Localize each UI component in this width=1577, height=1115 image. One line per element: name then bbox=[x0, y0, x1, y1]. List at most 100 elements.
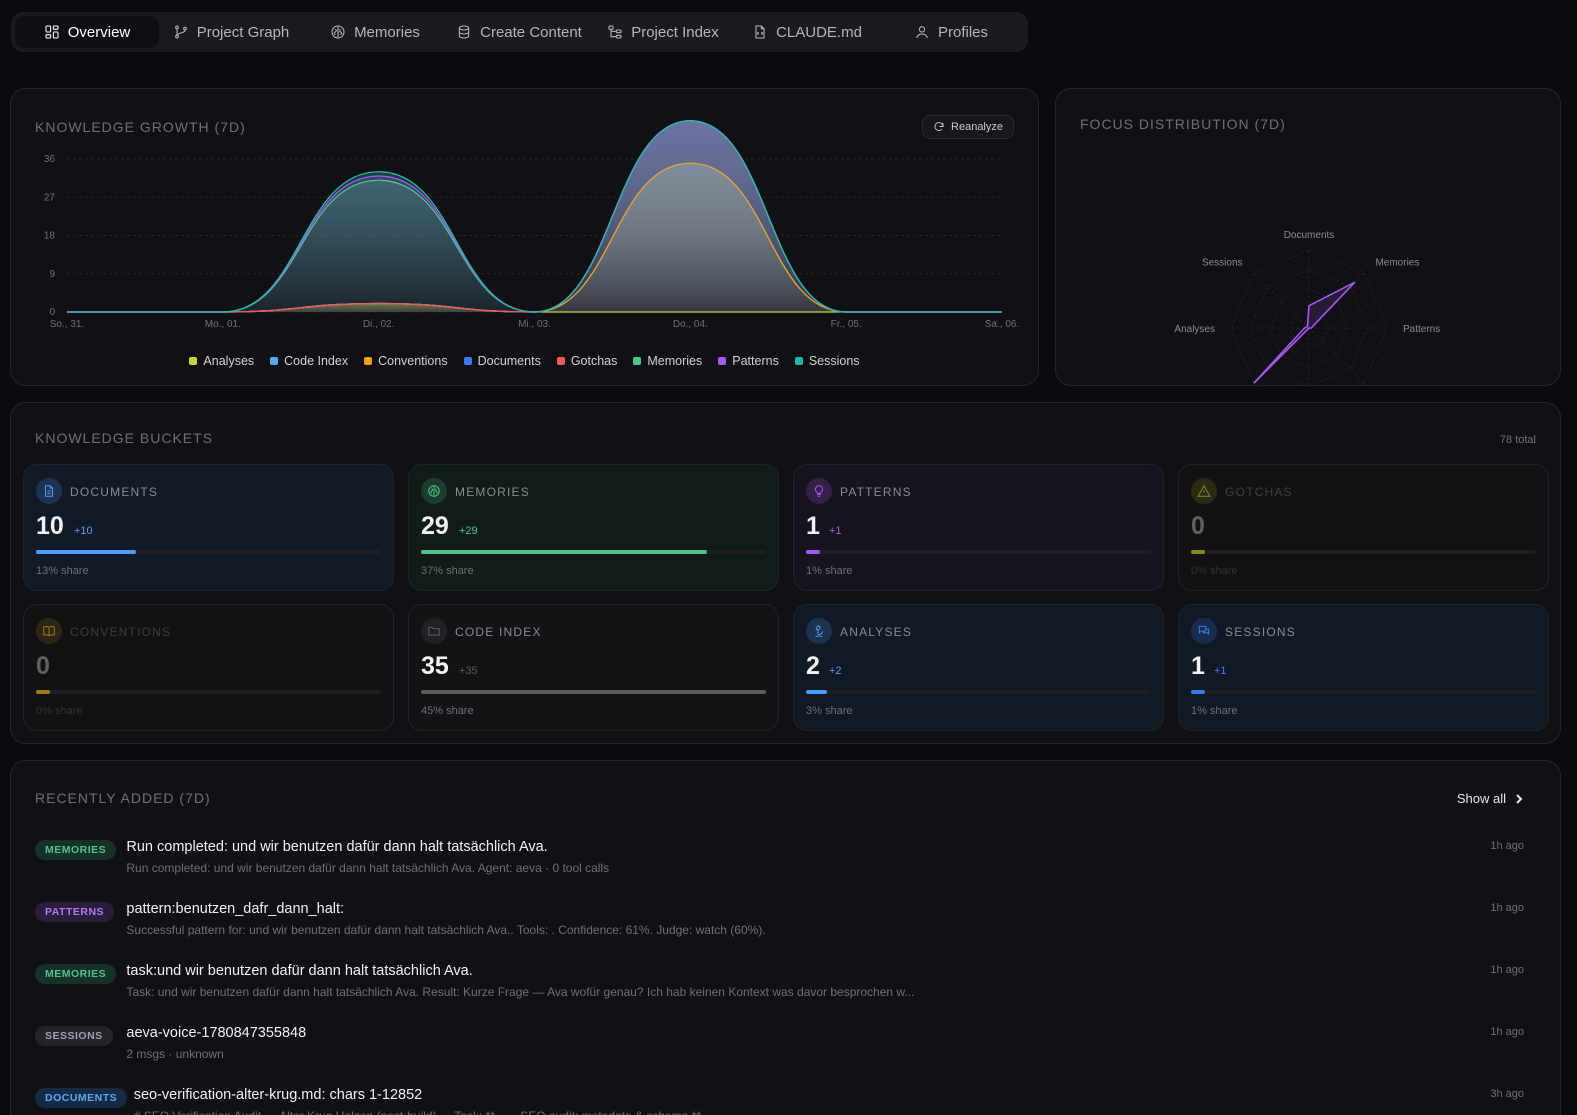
bucket-icon bbox=[36, 478, 62, 504]
legend-swatch bbox=[718, 357, 727, 365]
series-area-conventions bbox=[67, 163, 1002, 312]
bucket-icon bbox=[1191, 618, 1217, 644]
tree-icon bbox=[608, 25, 622, 39]
recent-item-time: 1h ago bbox=[1490, 964, 1524, 976]
bucket-icon bbox=[421, 478, 447, 504]
bucket-code-index[interactable]: CODE INDEX 35 +35 45% share bbox=[408, 604, 779, 731]
legend-item-sessions[interactable]: Sessions bbox=[794, 354, 860, 368]
legend-item-documents[interactable]: Documents bbox=[463, 354, 541, 368]
bucket-patterns[interactable]: PATTERNS 1 +1 1% share bbox=[793, 464, 1164, 591]
reanalyze-button[interactable]: Reanalyze bbox=[922, 115, 1014, 139]
legend-swatch bbox=[270, 357, 279, 365]
recent-item-badge: PATTERNS bbox=[35, 902, 115, 922]
knowledge-buckets-title: KNOWLEDGE BUCKETS bbox=[35, 430, 214, 446]
tab-label: Project Graph bbox=[196, 23, 290, 41]
git-branch-icon bbox=[174, 25, 187, 39]
legend-label: Conventions bbox=[378, 354, 448, 368]
recent-item[interactable]: MEMORIES task:und wir benutzen dafür dann… bbox=[35, 959, 1524, 1011]
bucket-analyses[interactable]: ANALYSES 2 +2 3% share bbox=[793, 604, 1164, 731]
recent-item-time: 1h ago bbox=[1490, 840, 1524, 852]
recent-item-subtitle: Run completed: und wir benutzen dafür da… bbox=[126, 861, 610, 875]
bucket-count: 2 bbox=[806, 652, 820, 680]
series-line-conventions bbox=[66, 162, 1002, 313]
bucket-count: 29 bbox=[421, 512, 449, 540]
series-line-analyses bbox=[66, 302, 1002, 313]
bucket-gotchas[interactable]: GOTCHAS 0 0% share bbox=[1178, 464, 1549, 591]
tab-label: Create Content bbox=[480, 23, 582, 41]
tab-profiles[interactable]: Profiles bbox=[879, 16, 1023, 48]
bucket-icon bbox=[36, 618, 62, 644]
knowledge-growth-title: KNOWLEDGE GROWTH (7D) bbox=[35, 119, 246, 135]
brain-icon bbox=[428, 485, 440, 497]
legend-label: Gotchas bbox=[570, 354, 618, 368]
bucket-delta: +29 bbox=[459, 525, 478, 537]
bucket-name: ANALYSES bbox=[840, 625, 913, 639]
recent-item-time: 1h ago bbox=[1490, 1026, 1524, 1038]
bucket-documents[interactable]: DOCUMENTS 10 +10 13% share bbox=[23, 464, 394, 591]
tab-label: Project Index bbox=[631, 23, 719, 41]
bucket-share: 37% share bbox=[421, 565, 474, 577]
bucket-icon bbox=[806, 478, 832, 504]
bucket-icon bbox=[806, 618, 832, 644]
bucket-count: 0 bbox=[1191, 512, 1205, 540]
recent-item[interactable]: MEMORIES Run completed: und wir benutzen … bbox=[35, 835, 1524, 887]
bucket-share-fill bbox=[1191, 550, 1205, 554]
bucket-conventions[interactable]: CONVENTIONS 0 0% share bbox=[23, 604, 394, 731]
tab-claude-md[interactable]: CLAUDE.md bbox=[735, 16, 879, 48]
recent-item[interactable]: DOCUMENTS seo-verification-alter-krug.md:… bbox=[35, 1083, 1524, 1115]
series-area-code-index bbox=[67, 163, 1002, 312]
recent-item-badge: MEMORIES bbox=[35, 964, 117, 984]
series-line-gotchas bbox=[66, 120, 1002, 313]
bucket-name: PATTERNS bbox=[840, 485, 912, 499]
knowledge-growth-card: KNOWLEDGE GROWTH (7D) Reanalyze 0 9 18 27 36… bbox=[10, 88, 1039, 386]
folder-icon bbox=[428, 627, 440, 636]
legend-item-patterns[interactable]: Patterns bbox=[718, 354, 779, 368]
tab-overview[interactable]: Overview bbox=[15, 16, 159, 48]
legend-item-analyses[interactable]: Analyses bbox=[189, 354, 254, 368]
knowledge-growth-chart: 0 9 18 27 36 So., 31. Mo., 01. Di., 02. Mi., 03.… bbox=[44, 120, 1019, 330]
bucket-memories[interactable]: MEMORIES 29 +29 37% share bbox=[408, 464, 779, 591]
series-line-patterns bbox=[66, 120, 1002, 313]
legend-item-conventions[interactable]: Conventions bbox=[364, 354, 448, 368]
tab-create-content[interactable]: Create Content bbox=[447, 16, 591, 48]
radar-axis-label: Documents bbox=[1284, 230, 1335, 241]
bucket-count: 1 bbox=[806, 512, 820, 540]
recent-item-badge: MEMORIES bbox=[35, 840, 117, 860]
tab-memories[interactable]: Memories bbox=[303, 16, 447, 48]
lightbulb-icon bbox=[814, 485, 824, 497]
radar-axis-label: Analyses bbox=[1174, 324, 1215, 335]
radar-axis-label: Memories bbox=[1375, 258, 1419, 269]
series-line-documents bbox=[66, 120, 1002, 313]
series-area-gotchas bbox=[67, 120, 1002, 312]
recently-added-title: RECENTLY ADDED (7D) bbox=[35, 790, 211, 806]
legend-swatch bbox=[633, 357, 642, 365]
bucket-share-fill bbox=[36, 550, 137, 554]
bucket-icon bbox=[1191, 478, 1217, 504]
bucket-share: 1% share bbox=[1191, 705, 1238, 717]
tab-label: Profiles bbox=[937, 23, 989, 41]
chevron-right-icon bbox=[1516, 793, 1523, 804]
recent-item-badge: SESSIONS bbox=[35, 1026, 113, 1046]
radar-spoke bbox=[1308, 327, 1365, 384]
x-tick-label: So., 31. bbox=[50, 319, 84, 330]
bucket-icon bbox=[421, 618, 447, 644]
legend-item-code-index[interactable]: Code Index bbox=[270, 354, 348, 368]
focus-distribution-card: FOCUS DISTRIBUTION (7D) Documents Memorie… bbox=[1055, 88, 1561, 387]
x-tick-label: Mi., 03. bbox=[518, 319, 551, 330]
legend-item-gotchas[interactable]: Gotchas bbox=[556, 354, 618, 368]
recent-item-time: 1h ago bbox=[1490, 902, 1524, 914]
bucket-delta: +10 bbox=[74, 525, 93, 537]
series-area-memories bbox=[67, 120, 1002, 312]
legend-item-memories[interactable]: Memories bbox=[633, 354, 702, 368]
radar-axis-label: Patterns bbox=[1403, 324, 1440, 335]
tab-project-index[interactable]: Project Index bbox=[591, 16, 735, 48]
recent-item[interactable]: SESSIONS aeva-voice-1780847355848 2 msgs ·… bbox=[35, 1021, 1524, 1073]
radar-value-polygon bbox=[1253, 281, 1356, 384]
show-all-button[interactable]: Show all bbox=[1457, 791, 1524, 806]
tab-project-graph[interactable]: Project Graph bbox=[159, 16, 303, 48]
bucket-name: CODE INDEX bbox=[455, 625, 542, 639]
recent-item[interactable]: PATTERNS pattern:benutzen_dafr_dann_halt:… bbox=[35, 897, 1524, 949]
bucket-sessions[interactable]: SESSIONS 1 +1 1% share bbox=[1178, 604, 1549, 731]
bucket-share-fill bbox=[1191, 690, 1205, 694]
legend-label: Patterns bbox=[732, 354, 779, 368]
